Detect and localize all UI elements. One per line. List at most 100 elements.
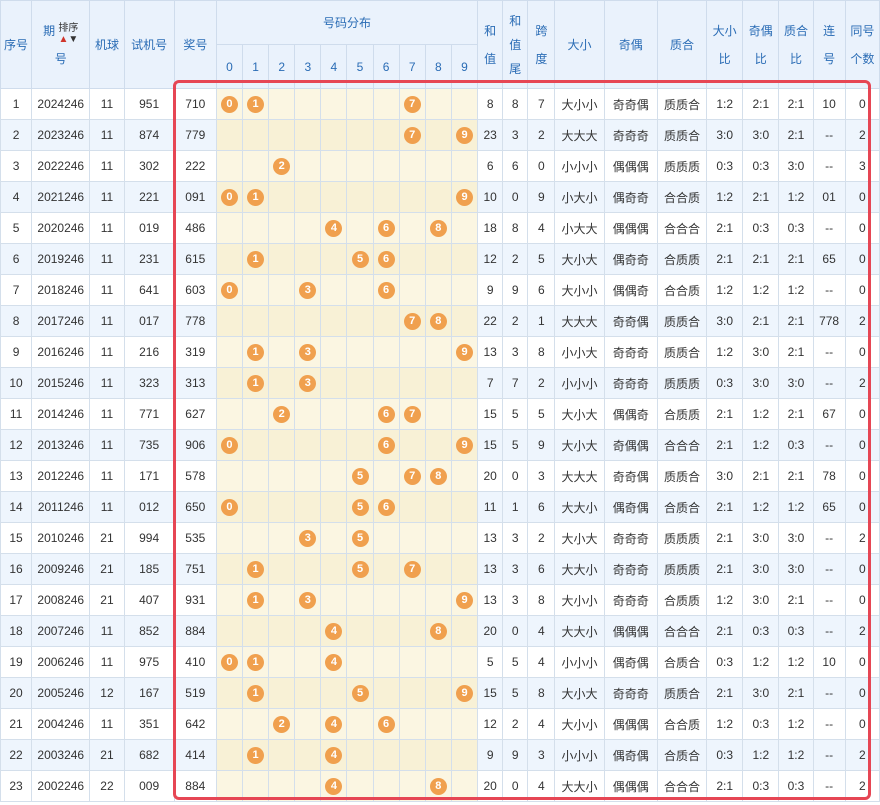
seq-cell: 14 [0,491,33,523]
sort-up-icon[interactable]: ▲ [58,33,69,45]
sort-down-icon[interactable]: ▼ [68,33,79,45]
distribution-cell [294,677,322,709]
distribution-cell [294,553,322,585]
number-ball: 8 [429,312,447,330]
size-pattern-cell: 大大大 [554,460,605,492]
distribution-cell: 5 [346,677,374,709]
distribution-cell [320,274,348,306]
distribution-cell [424,429,452,461]
header-consecutive-line1: 连 [823,23,836,38]
sort-control[interactable]: 排序 ▲▼ [58,23,78,45]
trial-number-cell: 167 [123,677,175,709]
prize-number-cell: 603 [173,274,217,306]
distribution-cell [320,429,348,461]
distribution-cell [346,584,374,616]
number-ball: 5 [351,250,369,268]
sum-tail-cell: 2 [502,708,529,740]
distribution-cell [424,553,452,585]
header-span: 跨度 [527,0,556,89]
span-cell: 4 [527,646,556,678]
parity-ratio-cell: 1:2 [742,739,780,771]
same-count-cell: 0 [844,429,880,461]
number-ball: 3 [299,591,317,609]
distribution-cell [398,274,426,306]
distribution-cell [294,739,322,771]
header-digit: 7 [398,44,426,89]
prize-number-cell: 906 [173,429,217,461]
distribution-cell: 1 [242,584,270,616]
distribution-cell [346,181,374,213]
distribution-cell [294,491,322,523]
distribution-cell: 2 [268,398,296,430]
distribution-cell [450,522,479,554]
seq-cell: 13 [0,460,33,492]
distribution-cell: 8 [424,460,452,492]
distribution-cell [215,398,244,430]
table-row: 15 2010246 21 994 535 3 5 13 3 2 大小大 奇奇奇 质质质 2:1 3:0 3:… [0,522,880,554]
same-count-cell: 0 [844,212,880,244]
parity-ratio-cell: 3:0 [742,677,780,709]
period-cell: 2015246 [31,367,91,399]
machine-cell: 11 [89,305,125,337]
distribution-cell [372,677,400,709]
sum-cell: 9 [477,274,504,306]
header-digit: 5 [346,44,374,89]
parity-ratio-cell: 3:0 [742,553,780,585]
prime-pattern-cell: 质质合 [656,119,708,151]
number-ball: 8 [429,622,447,640]
header-period[interactable]: 期 排序 ▲▼ 号 [31,0,91,89]
distribution-cell [294,708,322,740]
seq-cell: 20 [0,677,33,709]
distribution-cell [294,150,322,182]
prime-pattern-cell: 合合质 [656,274,708,306]
header-parity: 奇偶 [603,0,658,89]
distribution-cell [346,708,374,740]
prize-number-cell: 751 [173,553,217,585]
same-count-cell: 0 [844,677,880,709]
size-ratio-cell: 1:2 [706,181,744,213]
header-digit: 4 [320,44,348,89]
same-count-cell: 2 [844,739,880,771]
header-sum: 和值 [477,0,504,89]
distribution-cell [268,460,296,492]
prime-pattern-cell: 合合质 [656,708,708,740]
period-cell: 2010246 [31,522,91,554]
same-count-cell: 0 [844,460,880,492]
distribution-cell [320,119,348,151]
header-same-count-line2: 个数 [850,51,875,66]
prime-ratio-cell: 1:2 [778,708,814,740]
header-size: 大小 [554,0,605,89]
size-ratio-cell: 2:1 [706,615,744,647]
prize-number-cell: 313 [173,367,217,399]
distribution-cell [268,491,296,523]
size-pattern-cell: 大小小 [554,584,605,616]
distribution-cell: 8 [424,615,452,647]
consecutive-cell: -- [812,212,846,244]
consecutive-cell: -- [812,739,846,771]
sum-tail-cell: 5 [502,646,529,678]
machine-cell: 11 [89,88,125,120]
distribution-cell [346,429,374,461]
header-size-ratio-line2: 比 [718,51,731,66]
distribution-cell: 5 [346,491,374,523]
distribution-cell [372,770,400,802]
trial-number-cell: 017 [123,305,175,337]
number-ball: 1 [247,374,265,392]
sum-cell: 7 [477,367,504,399]
number-ball: 9 [456,591,473,609]
prime-pattern-cell: 质质质 [656,150,708,182]
distribution-cell: 3 [294,584,322,616]
distribution-cell: 0 [215,429,244,461]
span-cell: 6 [527,553,556,585]
header-sum-line1: 和 [484,23,497,38]
distribution-cell [424,584,452,616]
distribution-cell [215,336,244,368]
size-pattern-cell: 小小小 [554,646,605,678]
sum-tail-cell: 5 [502,398,529,430]
distribution-cell [424,522,452,554]
distribution-cell: 4 [320,708,348,740]
header-digit: 0 [215,44,244,89]
sort-label: 排序 [58,22,79,34]
header-prime-ratio: 质合比 [778,0,814,89]
distribution-cell [320,677,348,709]
